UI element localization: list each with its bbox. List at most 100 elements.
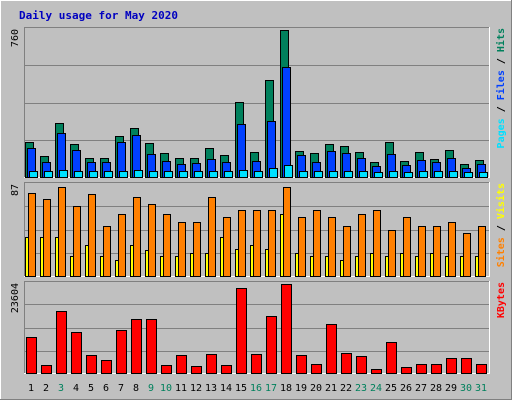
kbytes-bar bbox=[416, 364, 427, 374]
kbytes-bar bbox=[446, 358, 457, 374]
sites-bar bbox=[178, 222, 186, 277]
pages-bar bbox=[89, 171, 98, 178]
x-tick-label-day: 1 bbox=[28, 383, 34, 394]
sites-bar bbox=[388, 230, 396, 277]
sites-bar bbox=[148, 204, 156, 277]
x-tick-label-day: 24 bbox=[370, 383, 382, 394]
x-tick-label-day: 23 bbox=[355, 383, 367, 394]
panel-1: 760 Pages / Files / Hits bbox=[10, 27, 507, 178]
sites-bar bbox=[478, 226, 486, 277]
sites-bar bbox=[118, 214, 126, 277]
kbytes-bar bbox=[266, 316, 277, 374]
sites-bar bbox=[268, 210, 276, 277]
kbytes-bar bbox=[191, 366, 202, 374]
kbytes-bar bbox=[341, 353, 352, 374]
kbytes-bar bbox=[356, 356, 367, 374]
kbytes-bar bbox=[311, 364, 322, 374]
kbytes-bar bbox=[71, 332, 82, 374]
x-tick-label-day: 11 bbox=[175, 383, 187, 394]
x-axis-day-labels: 1 2 3 4 5 6 7 8 9 10 11 12 13 14 15 16 17 18 19 20 21 22 23 24 2… bbox=[28, 383, 487, 394]
sites-bar bbox=[163, 214, 171, 277]
kbytes-bar bbox=[101, 360, 112, 374]
legend-entry: / bbox=[496, 219, 507, 237]
kbytes-bar bbox=[326, 324, 337, 374]
pages-bar bbox=[194, 171, 203, 178]
x-tick-label-day: 29 bbox=[445, 383, 457, 394]
pages-bar bbox=[104, 171, 113, 178]
x-tick-label-day: 3 bbox=[58, 383, 64, 394]
kbytes-bar bbox=[131, 319, 142, 374]
sites-bar bbox=[238, 210, 246, 277]
kbytes-bar bbox=[476, 364, 487, 374]
kbytes-bar bbox=[401, 367, 412, 374]
kbytes-bar bbox=[41, 365, 52, 374]
sites-bar bbox=[403, 217, 411, 277]
kbytes-bar bbox=[251, 354, 262, 374]
pages-bar bbox=[449, 171, 458, 178]
x-tick-label-day: 20 bbox=[310, 383, 322, 394]
kbytes-bar bbox=[431, 364, 442, 374]
legend-entry: / bbox=[496, 52, 507, 70]
files-bar bbox=[282, 67, 291, 178]
sites-bar bbox=[313, 210, 321, 277]
x-tick-label-day: 28 bbox=[430, 383, 442, 394]
pages-bar bbox=[329, 171, 338, 178]
x-tick-label-day: 27 bbox=[415, 383, 427, 394]
sites-bar bbox=[133, 197, 141, 277]
pages-bar bbox=[254, 171, 263, 178]
pages-bar bbox=[74, 171, 83, 178]
x-tick-label-day: 4 bbox=[73, 383, 79, 394]
sites-bar bbox=[433, 226, 441, 277]
x-tick-label-day: 22 bbox=[340, 383, 352, 394]
x-tick-label-day: 9 bbox=[148, 383, 154, 394]
sites-bar bbox=[208, 197, 216, 277]
x-tick-label-day: 15 bbox=[235, 383, 247, 394]
y-axis-max-label: 87 bbox=[10, 184, 21, 196]
pages-bar bbox=[344, 171, 353, 178]
pages-bar bbox=[404, 172, 413, 178]
pages-bar bbox=[419, 171, 428, 178]
pages-bar bbox=[59, 170, 68, 178]
pages-bar bbox=[389, 171, 398, 178]
pages-bar bbox=[134, 170, 143, 178]
x-tick-label-day: 17 bbox=[265, 383, 277, 394]
pages-bar bbox=[434, 171, 443, 178]
pages-bar bbox=[284, 165, 293, 178]
legend-entry: Sites bbox=[495, 237, 507, 267]
sites-bar bbox=[298, 217, 306, 277]
kbytes-bar bbox=[86, 355, 97, 374]
panel-legend: KBytes bbox=[496, 282, 507, 318]
x-tick-label-day: 21 bbox=[325, 383, 337, 394]
kbytes-bar bbox=[146, 319, 157, 374]
x-tick-label-day: 16 bbox=[250, 383, 262, 394]
pages-bar bbox=[299, 171, 308, 178]
sites-bar bbox=[193, 222, 201, 277]
panel-2: 87 Sites / Visits bbox=[10, 182, 507, 277]
x-tick-label-day: 19 bbox=[295, 383, 307, 394]
files-bar bbox=[237, 124, 246, 178]
pages-bar bbox=[179, 171, 188, 178]
kbytes-bar bbox=[281, 284, 292, 374]
kbytes-bar bbox=[461, 358, 472, 374]
y-axis-max-label: 760 bbox=[10, 29, 21, 47]
sites-bar bbox=[448, 222, 456, 277]
x-tick-label-day: 6 bbox=[103, 383, 109, 394]
pages-bar bbox=[359, 171, 368, 178]
sites-bar bbox=[58, 187, 66, 277]
x-tick-label-day: 26 bbox=[400, 383, 412, 394]
sites-bar bbox=[373, 210, 381, 277]
sites-bar bbox=[43, 199, 51, 277]
panel-legend: Sites / Visits bbox=[495, 183, 507, 267]
legend-entry: Files bbox=[495, 70, 507, 100]
sites-bar bbox=[253, 210, 261, 277]
sites-bar bbox=[73, 206, 81, 277]
x-tick-label-day: 12 bbox=[190, 383, 202, 394]
pages-bar bbox=[464, 172, 473, 178]
x-tick-label-day: 2 bbox=[43, 383, 49, 394]
legend-entry: KBytes bbox=[496, 282, 507, 318]
kbytes-bar bbox=[176, 355, 187, 374]
chart-panels: 760 Pages / Files / Hits 87 Sites / Visits 2… bbox=[10, 27, 507, 374]
pages-bar bbox=[479, 172, 488, 178]
